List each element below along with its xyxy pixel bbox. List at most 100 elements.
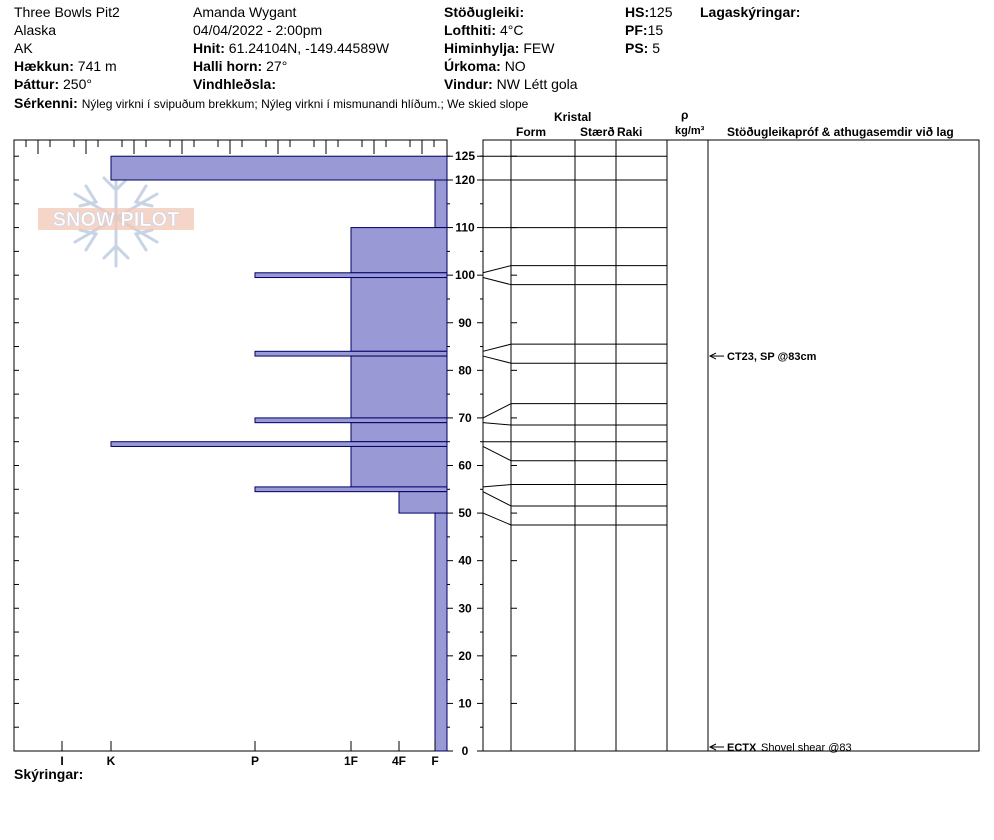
moisture-header: Raki bbox=[617, 125, 643, 139]
wind-loading-label: Vindhleðsla: bbox=[193, 76, 276, 92]
logo-text: SNOW PILOT bbox=[53, 209, 180, 231]
comments-label: Skýringar: bbox=[14, 766, 84, 782]
air-temp-row: Lofthiti: 4°C bbox=[444, 21, 523, 39]
sky-label: Himinhylja: bbox=[444, 40, 520, 56]
coords-row: Hnit: 61.24104N, -149.44589W bbox=[193, 39, 389, 57]
layer-table-frame bbox=[482, 139, 980, 752]
precip-value: NO bbox=[504, 58, 526, 74]
layer-connector bbox=[482, 343, 512, 352]
rho-header: ρ bbox=[681, 108, 689, 122]
depth-tick-label: 0 bbox=[462, 744, 469, 758]
elevation-label: Hækkun: bbox=[14, 58, 74, 74]
ps-row: PS: 5 bbox=[625, 39, 660, 57]
wind-label: Vindur: bbox=[444, 76, 493, 92]
pf-row: PF:15 bbox=[625, 21, 663, 39]
hardness-bar bbox=[110, 441, 448, 447]
ps-value: 5 bbox=[652, 40, 661, 56]
test-label: CT23, SP @83cm bbox=[727, 351, 817, 363]
hardness-bar bbox=[350, 445, 448, 488]
air-temp-label: Lofthiti: bbox=[444, 22, 497, 38]
hardness-bar bbox=[254, 417, 448, 424]
test-label: Shovel shear @83 bbox=[761, 742, 852, 754]
layer-connector bbox=[482, 265, 512, 274]
depth-tick-label: 60 bbox=[458, 459, 472, 473]
hs-row: HS:125 bbox=[625, 3, 672, 21]
hs-label: HS: bbox=[625, 4, 650, 20]
depth-tick-label: 110 bbox=[455, 221, 475, 235]
hardness-bar bbox=[254, 350, 448, 357]
sky-value: FEW bbox=[523, 40, 555, 56]
elevation-row: Hækkun: 741 m bbox=[14, 57, 117, 75]
depth-tick-label: 50 bbox=[458, 506, 472, 520]
tests-header: Stöðugleikapróf & athugasemdir við lag bbox=[727, 125, 954, 139]
features-value: Nýleg virkni í svipuðum brekkum; Nýleg v… bbox=[81, 97, 529, 111]
layer-connector bbox=[482, 355, 512, 364]
kristal-header: Kristal bbox=[554, 110, 592, 124]
hs-value: 125 bbox=[649, 4, 673, 20]
depth-tick-label: 100 bbox=[455, 268, 475, 282]
hardness-tick-label: I bbox=[60, 754, 63, 768]
hardness-tick-label: 1F bbox=[344, 754, 358, 768]
depth-tick-label: 40 bbox=[458, 554, 472, 568]
hardness-bar bbox=[434, 512, 448, 752]
aspect-value: 250° bbox=[63, 76, 92, 92]
density-unit-header: kg/m³ bbox=[675, 125, 705, 137]
slope-row: Halli horn: 27° bbox=[193, 57, 287, 75]
aspect-label: Þáttur: bbox=[14, 76, 60, 92]
size-header: Stærð bbox=[580, 125, 615, 139]
layer-connector bbox=[482, 403, 512, 419]
hardness-tick-label: K bbox=[107, 754, 116, 768]
slope-value: 27° bbox=[266, 58, 288, 74]
air-temp-value: 4°C bbox=[499, 22, 524, 38]
hardness-bar bbox=[254, 486, 448, 493]
depth-tick-label: 70 bbox=[458, 411, 472, 425]
wind-loading-row: Vindhleðsla: bbox=[193, 75, 276, 93]
hardness-tick-label: 4F bbox=[392, 754, 406, 768]
sky-row: Himinhylja: FEW bbox=[444, 39, 554, 57]
layer-connector bbox=[482, 446, 512, 462]
depth-tick-label: 80 bbox=[458, 363, 472, 377]
layer-connector bbox=[482, 512, 512, 526]
hardness-tick-label: P bbox=[251, 754, 259, 768]
hardness-bar bbox=[350, 277, 448, 352]
site-name: Three Bowls Pit2 bbox=[14, 4, 120, 20]
snow-pilot-logo: SNOW PILOT bbox=[38, 168, 194, 268]
elevation-value: 741 m bbox=[77, 58, 117, 74]
layer-connector bbox=[482, 484, 512, 488]
precip-label: Úrkoma: bbox=[444, 58, 501, 74]
stability-label: Stöðugleiki: bbox=[444, 4, 525, 20]
aspect-row: Þáttur: 250° bbox=[14, 75, 92, 93]
observer-name: Amanda Wygant bbox=[193, 4, 297, 20]
layer-connector bbox=[482, 277, 512, 286]
depth-tick-label: 10 bbox=[458, 696, 472, 710]
hardness-bar bbox=[350, 355, 448, 419]
form-header: Form bbox=[516, 125, 546, 139]
pf-label: PF: bbox=[625, 22, 648, 38]
hardness-bar bbox=[350, 422, 448, 443]
depth-tick-label: 120 bbox=[455, 173, 475, 187]
features-label: Sérkenni: bbox=[14, 95, 78, 111]
ps-label: PS: bbox=[625, 40, 649, 56]
depth-tick-label: 30 bbox=[458, 601, 472, 615]
state-code: AK bbox=[14, 40, 33, 56]
hardness-bar bbox=[434, 179, 448, 229]
features-row: Sérkenni: Nýleg virkni í svipuðum brekku… bbox=[14, 94, 528, 113]
layer-connector bbox=[482, 422, 512, 426]
depth-tick-label: 125 bbox=[455, 149, 475, 163]
wind-value: NW Létt gola bbox=[496, 76, 578, 92]
region-name: Alaska bbox=[14, 22, 57, 38]
hardness-bar bbox=[398, 491, 448, 514]
test-arrow-head bbox=[708, 743, 717, 751]
test-arrow-head bbox=[708, 352, 717, 360]
depth-tick-label: 90 bbox=[458, 316, 472, 330]
test-code: ECTX bbox=[727, 742, 757, 754]
layer-notes-label: Lagaskýringar: bbox=[700, 4, 801, 20]
coords-label: Hnit: bbox=[193, 40, 225, 56]
stability-row: Stöðugleiki: bbox=[444, 3, 524, 21]
wind-row: Vindur: NW Létt gola bbox=[444, 75, 578, 93]
slope-label: Halli horn: bbox=[193, 58, 263, 74]
layer-connector bbox=[482, 491, 512, 507]
precip-row: Úrkoma: NO bbox=[444, 57, 526, 75]
hardness-bar bbox=[254, 272, 448, 279]
